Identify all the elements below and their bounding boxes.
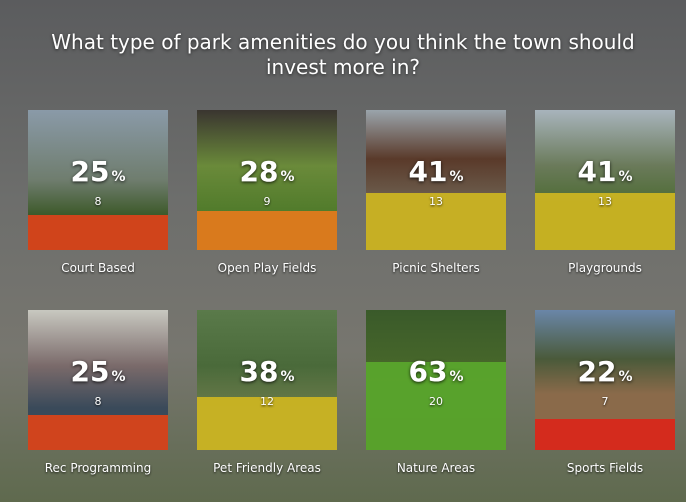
percent-value: 22 — [577, 355, 617, 388]
percent: 38% — [197, 355, 337, 388]
result-bar — [535, 192, 675, 250]
option-tile: 63% 20 — [366, 310, 506, 450]
result-bar — [197, 396, 337, 450]
percent: 41% — [366, 155, 506, 188]
result-bar — [535, 419, 675, 450]
vote-count: 12 — [260, 395, 274, 408]
percent-symbol: % — [111, 369, 126, 385]
option-label: Picnic Shelters — [392, 261, 480, 275]
option-tile: 28% 9 — [197, 110, 337, 250]
percent-symbol: % — [449, 369, 464, 385]
question: What type of park amenities do you think… — [51, 30, 635, 79]
option-tile: 25% 8 — [28, 310, 168, 450]
percent-symbol: % — [280, 169, 295, 185]
result-bar — [28, 415, 168, 450]
option-tile: 22% 7 — [535, 310, 675, 450]
option-label: Sports Fields — [566, 461, 644, 475]
option-label: Playgrounds — [568, 261, 642, 275]
percent-value: 38 — [239, 355, 279, 388]
percent-value: 25 — [70, 155, 110, 188]
percent-symbol: % — [449, 169, 464, 185]
option-label: Pet Friendly Areas — [213, 461, 321, 475]
percent-symbol: % — [111, 169, 126, 185]
percent-symbol: % — [280, 369, 295, 385]
percent: 25% — [28, 355, 168, 388]
vote-count: 13 — [429, 195, 443, 208]
option-tile: 25% 8 — [28, 110, 168, 250]
percent-value: 25 — [70, 355, 110, 388]
result-bar — [366, 361, 506, 450]
vote-count: 7 — [601, 395, 609, 408]
percent-value: 28 — [239, 155, 279, 188]
vote-count: 13 — [598, 195, 612, 208]
result-bar — [366, 192, 506, 250]
option-label: Court Based — [61, 261, 135, 275]
vote-count: 9 — [263, 195, 271, 208]
percent: 63% — [366, 355, 506, 388]
percent-value: 41 — [408, 155, 448, 188]
percent: 28% — [197, 155, 337, 188]
percent: 22% — [535, 355, 675, 388]
percent-symbol: % — [618, 169, 633, 185]
percent: 41% — [535, 155, 675, 188]
percent-symbol: % — [618, 369, 633, 385]
percent-value: 41 — [577, 155, 617, 188]
percent: 25% — [28, 155, 168, 188]
result-bar — [28, 215, 168, 250]
vote-count: 8 — [94, 195, 102, 208]
percent-value: 63 — [408, 355, 448, 388]
option-label: Open Play Fields — [217, 261, 317, 275]
option-tile: 41% 13 — [366, 110, 506, 250]
option-tile: 41% 13 — [535, 110, 675, 250]
option-label: Nature Areas — [396, 461, 476, 475]
vote-count: 20 — [429, 395, 443, 408]
vote-count: 8 — [94, 395, 102, 408]
option-tile: 38% 12 — [197, 310, 337, 450]
result-bar — [197, 210, 337, 250]
option-label: Rec Programming — [44, 461, 152, 475]
